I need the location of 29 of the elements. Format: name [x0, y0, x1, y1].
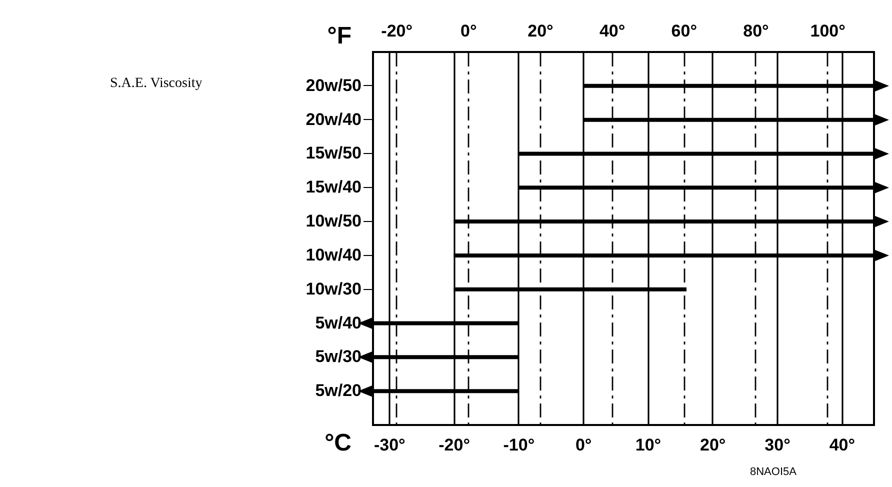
y-tick-label: 10w/40 [306, 245, 362, 264]
x2-tick-label: 80° [743, 22, 770, 40]
y-tick-label: 15w/50 [306, 144, 362, 163]
x2-tick-label: 20° [528, 22, 554, 40]
x-tick-label: 30° [764, 436, 791, 454]
x-tick-label: 10° [635, 436, 662, 454]
x-tick-label: 40° [829, 436, 856, 454]
x-tick-label: -20° [438, 436, 470, 454]
y-tick-label: 5w/20 [315, 381, 362, 400]
y-tick-label: 5w/30 [315, 347, 362, 366]
x2-tick-label: 40° [599, 22, 626, 40]
x2-tick-label: -20° [381, 22, 413, 40]
x-tick-label: 20° [700, 436, 726, 454]
y-tick-label: 20w/50 [306, 76, 362, 95]
x-tick-label: 0° [575, 436, 592, 454]
x2-tick-label: 0° [460, 22, 477, 40]
y-tick-label: 10w/50 [306, 212, 362, 231]
y-tick-label: 20w/40 [306, 110, 362, 129]
text: S.A.E. Viscosity [110, 76, 202, 92]
x-tick-label: -30° [374, 436, 406, 454]
x2-axis-title: °F [327, 22, 352, 50]
x2-tick-label: 60° [671, 22, 698, 40]
y-tick-label: 5w/40 [315, 313, 362, 332]
x2-tick-label: 100° [810, 22, 846, 40]
text: 8NAOI5A [750, 466, 796, 478]
y-tick-label: 10w/30 [306, 279, 362, 298]
y-tick-label: 15w/40 [306, 178, 362, 197]
x-tick-label: -10° [503, 436, 535, 454]
x-axis-title: °C [324, 430, 352, 456]
